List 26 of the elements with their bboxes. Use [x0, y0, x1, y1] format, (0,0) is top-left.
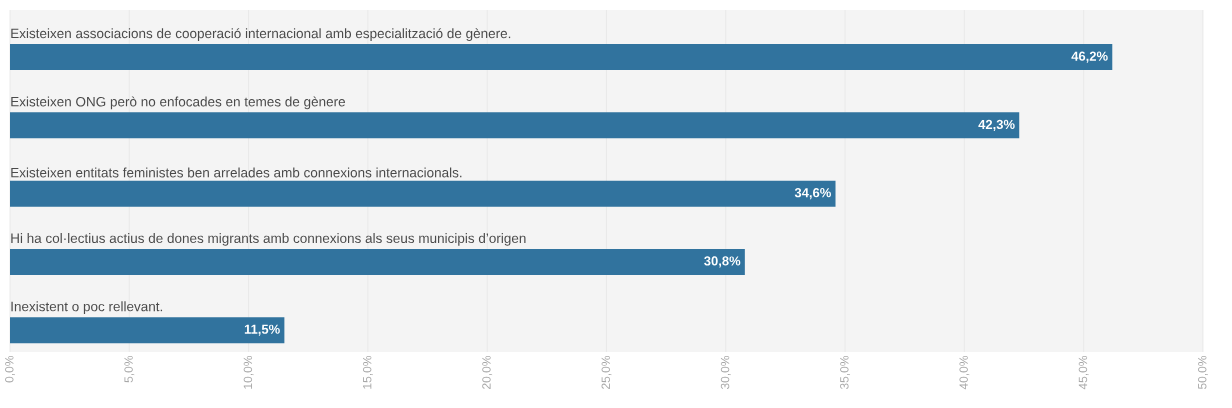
x-tick-label: 30,0%: [720, 355, 731, 390]
bar: [10, 248, 745, 275]
x-tick-label: 5,0%: [124, 355, 135, 383]
x-tick-label: 50,0%: [1197, 355, 1208, 390]
y-tick-label: Existeixen associacions de cooperació internacional amb especialització de gènere.: [11, 28, 511, 41]
data-label: 46,2%: [1071, 51, 1108, 63]
x-tick-label: 25,0%: [601, 355, 612, 389]
x-tick-label: 0,0%: [5, 355, 15, 383]
x-tick-label: 15,0%: [362, 355, 373, 389]
x-tick-label: 10,0%: [243, 355, 254, 389]
bar: [10, 317, 285, 344]
x-tick-label: 20,0%: [482, 355, 493, 389]
x-tick-label: 45,0%: [1078, 355, 1089, 390]
y-tick-label: Inexistent o poc rellevant.: [11, 301, 163, 314]
data-label: 11,5%: [244, 324, 280, 336]
x-tick-label: 35,0%: [840, 355, 851, 390]
bar: [10, 180, 836, 207]
y-tick-label: Existeixen entitats feministes ben arrelades amb connexions internacionals.: [11, 167, 462, 178]
y-tick-label: Hi ha col·lectius actius de dones migrants amb connexions als seus municipis d’origen: [11, 233, 526, 246]
data-label: 34,6%: [794, 188, 831, 200]
data-label: 42,3%: [978, 119, 1015, 131]
data-label: 30,8%: [704, 256, 741, 268]
bar: [10, 44, 1113, 71]
x-tick-label: 40,0%: [959, 355, 970, 390]
y-tick-label: Existeixen ONG però no enfocades en temes de gènere: [11, 96, 346, 110]
bar: [10, 112, 1020, 139]
